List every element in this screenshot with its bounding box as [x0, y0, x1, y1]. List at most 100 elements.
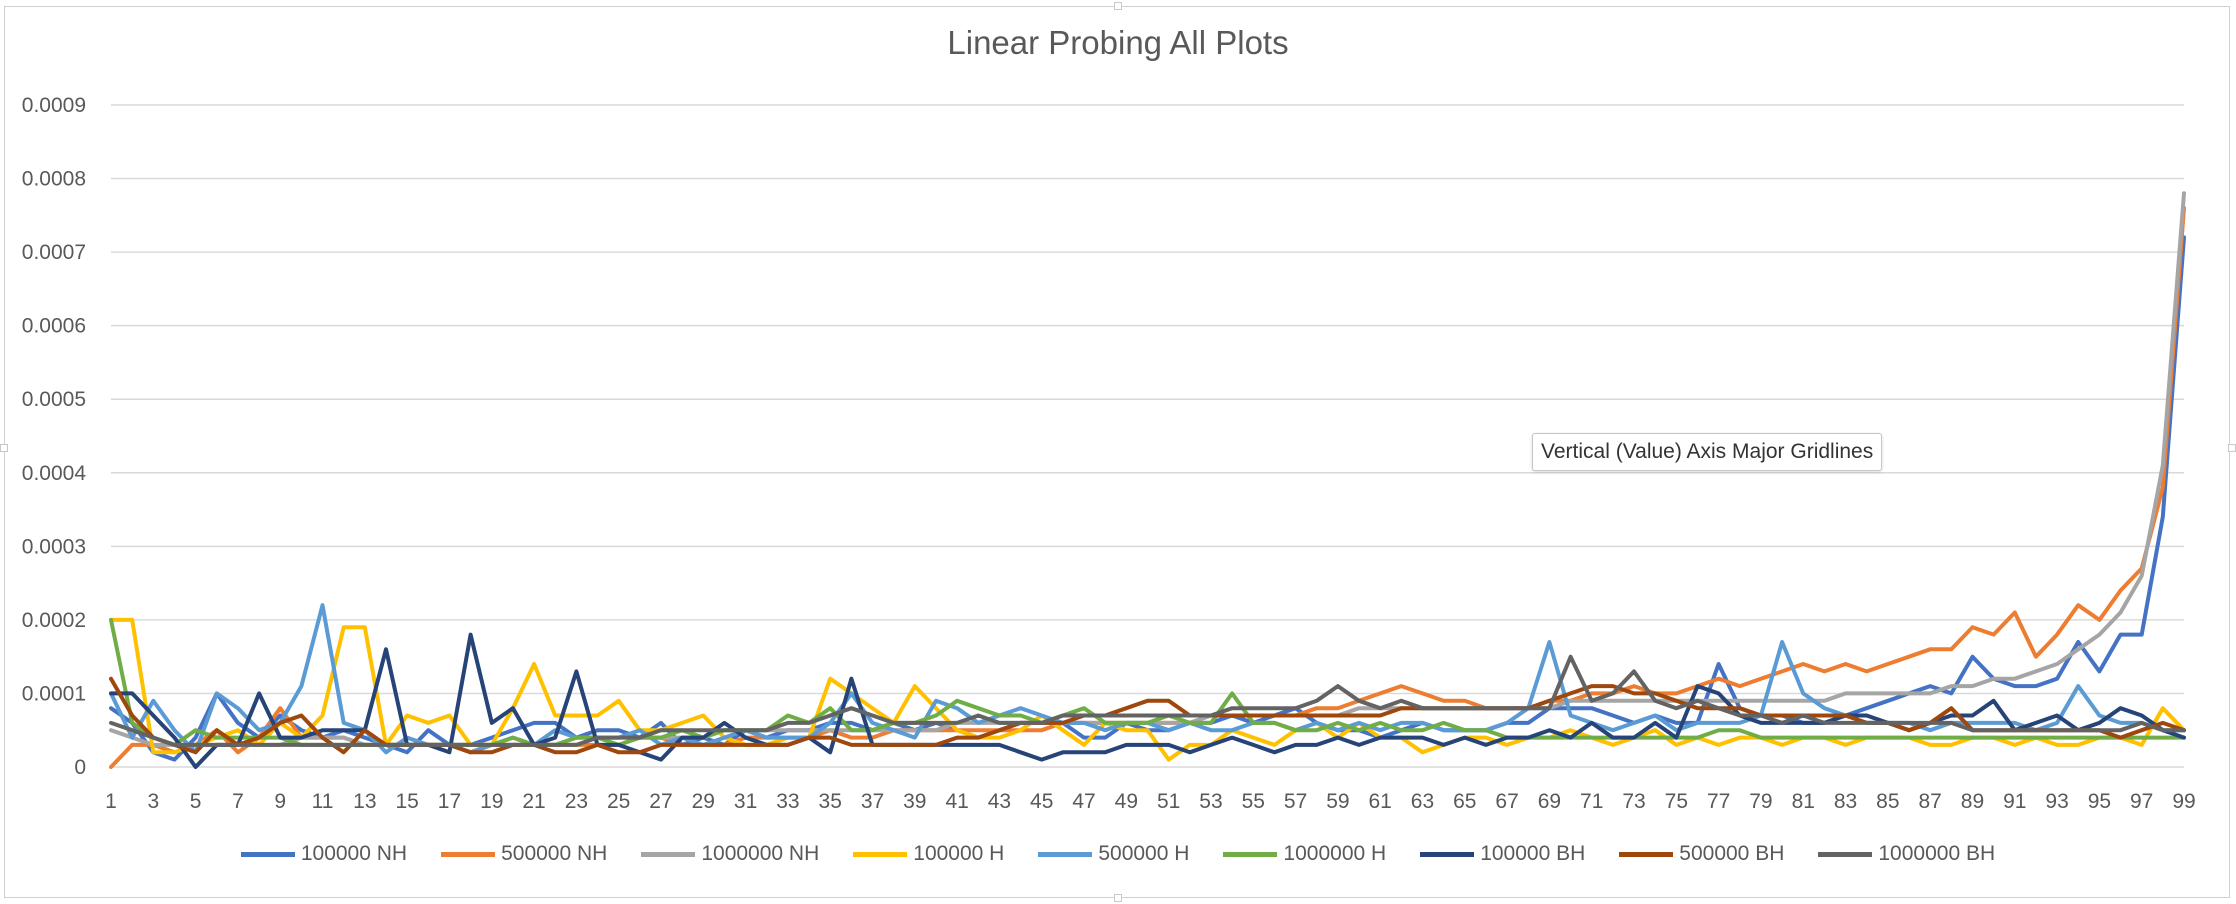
legend-item[interactable]: 1000000 H: [1223, 842, 1386, 866]
series-line[interactable]: [109, 235, 2186, 762]
x-tick-label: 85: [1876, 790, 1899, 813]
legend-label: 500000 H: [1098, 842, 1190, 865]
legend-label: 500000 BH: [1679, 842, 1785, 865]
legend-swatch: [853, 851, 908, 857]
series-line[interactable]: [109, 676, 2186, 755]
legend-item[interactable]: 500000 BH: [1619, 842, 1784, 866]
x-tick-label: 55: [1242, 790, 1265, 813]
resize-handle-top[interactable]: [1114, 2, 1122, 10]
x-tick-label: 23: [565, 790, 588, 813]
x-tick-label: 97: [2130, 790, 2153, 813]
legend-swatch: [641, 851, 696, 857]
x-tick-label: 35: [819, 790, 842, 813]
legend-label: 500000 NH: [501, 842, 608, 865]
x-tick-label: 81: [1792, 790, 1815, 813]
x-tick-label: 45: [1030, 790, 1053, 813]
x-tick-label: 41: [945, 790, 968, 813]
x-tick-label: 73: [1622, 790, 1645, 813]
y-tick-label: 0.0009: [22, 94, 86, 117]
x-tick-label: 69: [1538, 790, 1561, 813]
x-tick-label: 15: [395, 790, 418, 813]
series-line[interactable]: [109, 632, 2186, 769]
x-tick-label: 53: [1199, 790, 1222, 813]
x-tick-label: 95: [2088, 790, 2111, 813]
x-tick-label: 61: [1369, 790, 1392, 813]
y-tick-label: 0.0008: [22, 168, 86, 191]
y-tick-label: 0: [74, 756, 86, 779]
x-tick-label: 77: [1707, 790, 1730, 813]
legend-item[interactable]: 100000 H: [853, 842, 1004, 866]
x-tick-label: 47: [1072, 790, 1095, 813]
x-tick-label: 1: [105, 790, 117, 813]
legend-item[interactable]: 1000000 NH: [641, 842, 819, 866]
legend-item[interactable]: 1000000 BH: [1818, 842, 1995, 866]
chart-title[interactable]: Linear Probing All Plots: [947, 24, 1289, 61]
x-tick-label: 49: [1115, 790, 1138, 813]
legend-label: 1000000 BH: [1878, 842, 1996, 865]
x-tick-label: 43: [988, 790, 1011, 813]
legend-item[interactable]: 500000 NH: [441, 842, 607, 866]
x-tick-label: 3: [147, 790, 159, 813]
x-tick-label: 19: [480, 790, 503, 813]
y-tick-label: 0.0002: [22, 609, 86, 632]
legend-label: 100000 BH: [1480, 842, 1586, 865]
x-tick-label: 63: [1411, 790, 1434, 813]
tooltip: Vertical (Value) Axis Major Gridlines: [1532, 433, 1883, 471]
legend-swatch: [240, 851, 295, 857]
x-tick-label: 67: [1495, 790, 1518, 813]
x-tick-label: 11: [312, 790, 334, 813]
legend-swatch: [1818, 851, 1873, 857]
x-tick-label: 75: [1665, 790, 1688, 813]
x-tick-label: 13: [353, 790, 376, 813]
x-tick-label: 51: [1157, 790, 1180, 813]
x-tick-label: 31: [734, 790, 757, 813]
x-tick-label: 37: [861, 790, 884, 813]
y-tick-label: 0.0001: [22, 682, 86, 705]
x-tick-label: 39: [903, 790, 926, 813]
x-tick-label: 91: [2003, 790, 2026, 813]
legend-swatch: [1619, 851, 1674, 857]
x-tick-label: 93: [2045, 790, 2068, 813]
x-tick-label: 57: [1284, 790, 1307, 813]
x-tick-label: 9: [274, 790, 286, 813]
resize-handle-left[interactable]: [0, 444, 8, 452]
legend[interactable]: 100000 NH 500000 NH 1000000 NH 100000 H 5000…: [0, 842, 2236, 866]
x-tick-label: 87: [1918, 790, 1941, 813]
legend-swatch: [1420, 851, 1475, 857]
legend-item[interactable]: 100000 BH: [1420, 842, 1585, 866]
legend-label: 100000 H: [913, 842, 1005, 865]
x-tick-label: 27: [649, 790, 672, 813]
series-line[interactable]: [109, 206, 2186, 769]
x-tick-label: 25: [607, 790, 630, 813]
y-tick-label: 0.0007: [22, 241, 86, 264]
x-tick-label: 65: [1453, 790, 1476, 813]
legend-swatch: [1038, 851, 1093, 857]
series-line[interactable]: [109, 654, 2186, 747]
x-tick-label: 33: [776, 790, 799, 813]
x-tick-label: 21: [522, 790, 545, 813]
x-tick-label: 5: [190, 790, 202, 813]
y-tick-label: 0.0003: [22, 535, 86, 558]
legend-label: 1000000 NH: [701, 842, 820, 865]
y-tick-label: 0.0005: [22, 388, 86, 411]
x-tick-label: 99: [2172, 790, 2195, 813]
x-tick-label: 7: [232, 790, 244, 813]
x-tick-label: 17: [438, 790, 461, 813]
legend-label: 1000000 H: [1283, 842, 1387, 865]
y-tick-label: 0.0006: [22, 315, 86, 338]
y-tick-label: 0.0004: [22, 462, 87, 485]
legend-swatch: [1223, 851, 1278, 857]
legend-label: 100000 NH: [300, 842, 408, 865]
x-tick-label: 79: [1749, 790, 1772, 813]
series-line[interactable]: [109, 617, 2186, 762]
legend-item[interactable]: 100000 NH: [240, 842, 408, 866]
legend-item[interactable]: 500000 H: [1038, 842, 1189, 866]
x-tick-label: 59: [1326, 790, 1349, 813]
series-line[interactable]: [109, 617, 2186, 747]
x-tick-label: 71: [1580, 790, 1603, 813]
resize-handle-bottom[interactable]: [1114, 894, 1122, 902]
legend-swatch: [441, 851, 496, 857]
x-tick-label: 89: [1961, 790, 1984, 813]
x-tick-label: 29: [692, 790, 715, 813]
